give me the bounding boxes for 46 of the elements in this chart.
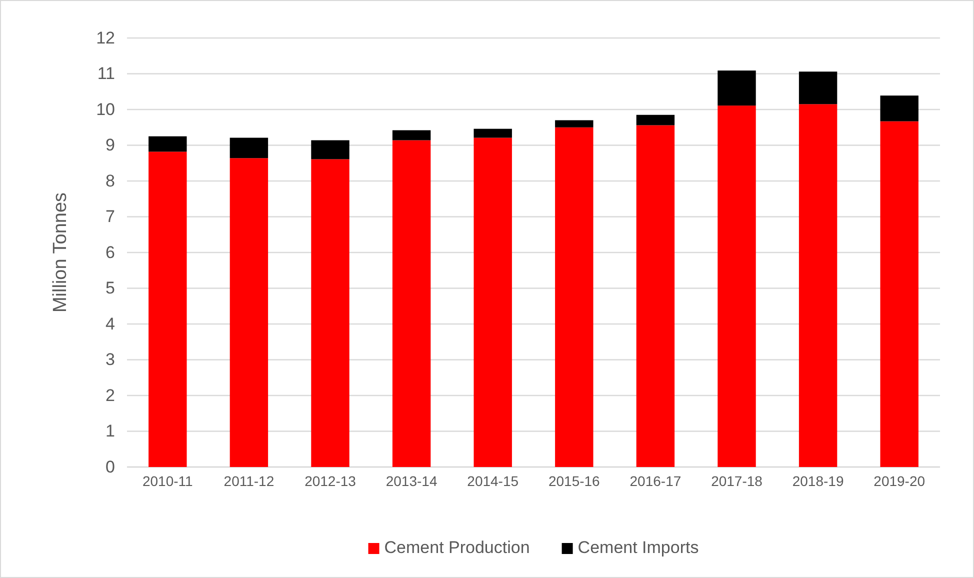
y-tick-label: 6 xyxy=(106,242,115,262)
x-tick-label: 2014-15 xyxy=(467,472,519,489)
y-tick-label: 11 xyxy=(97,64,115,84)
bar xyxy=(636,114,675,126)
bar xyxy=(474,128,512,138)
y-tick-label: 5 xyxy=(106,278,115,298)
bar xyxy=(311,159,350,467)
bar xyxy=(148,152,187,467)
bar xyxy=(718,70,756,106)
bar xyxy=(311,140,350,160)
x-tick-label: 2018-19 xyxy=(792,472,844,489)
bar xyxy=(474,138,512,467)
y-tick-label: 7 xyxy=(106,207,115,226)
bar xyxy=(798,72,838,104)
y-tick-label: 10 xyxy=(96,100,115,119)
y-tick-label: 3 xyxy=(106,350,115,370)
bar xyxy=(392,130,431,140)
y-tick-label: 8 xyxy=(106,171,115,190)
bar xyxy=(880,96,918,122)
bar xyxy=(636,125,675,467)
bar xyxy=(230,158,268,467)
bar xyxy=(148,136,187,152)
bar xyxy=(555,127,594,467)
bar xyxy=(555,120,594,128)
legend-label: Cement Imports xyxy=(578,538,699,557)
bar xyxy=(880,121,918,467)
y-axis-title: Million Tonnes xyxy=(50,192,71,313)
y-tick-label: 12 xyxy=(96,28,115,48)
legend-label: Cement Production xyxy=(384,538,530,557)
x-tick-label: 2019-20 xyxy=(874,472,926,489)
x-tick-label: 2017-18 xyxy=(711,472,763,489)
y-tick-label: 1 xyxy=(106,422,115,441)
y-tick-label: 2 xyxy=(106,386,115,405)
bar xyxy=(798,104,838,467)
bar xyxy=(718,106,756,467)
x-tick-label: 2010-11 xyxy=(142,472,194,489)
bar xyxy=(392,140,431,467)
y-tick-label: 0 xyxy=(106,457,115,476)
x-tick-label: 2012-13 xyxy=(304,472,356,489)
x-tick-label: 2016-17 xyxy=(630,472,682,489)
y-tick-label: 4 xyxy=(106,314,115,334)
x-tick-label: 2015-16 xyxy=(548,472,600,489)
bar xyxy=(230,138,268,158)
x-tick-label: 2011-12 xyxy=(224,472,274,489)
x-tick-label: 2013-14 xyxy=(386,472,438,489)
y-tick-label: 9 xyxy=(106,136,115,155)
